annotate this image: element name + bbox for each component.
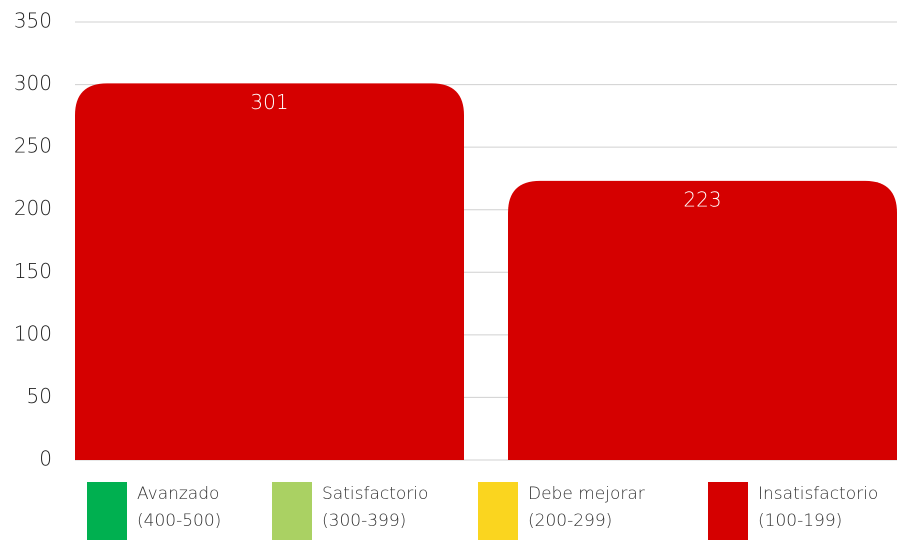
legend-swatch: [272, 482, 312, 540]
legend-name: Avanzado: [137, 484, 219, 504]
y-tick-label: 0: [39, 447, 52, 471]
y-tick-label: 150: [14, 259, 52, 283]
legend-name: Debe mejorar: [528, 484, 645, 504]
legend-range: (400-500): [137, 511, 221, 531]
legend-swatch: [87, 482, 127, 540]
value-label: 301: [250, 90, 288, 114]
y-tick-label: 350: [14, 9, 52, 33]
y-tick-label: 100: [14, 321, 52, 345]
value-label: 223: [683, 187, 721, 211]
y-tick-label: 300: [14, 71, 52, 95]
bar: [75, 83, 464, 460]
legend-range: (200-299): [528, 511, 612, 531]
y-tick-label: 250: [14, 134, 52, 158]
legend-range: (300-399): [322, 511, 406, 531]
legend-name: Insatisfactorio: [758, 484, 878, 504]
y-tick-label: 200: [14, 196, 52, 220]
legend-name: Satisfactorio: [322, 484, 428, 504]
legend-swatch: [478, 482, 518, 540]
legend-range: (100-199): [758, 511, 842, 531]
bar: [508, 180, 897, 460]
y-tick-label: 50: [27, 384, 52, 408]
legend-swatch: [708, 482, 748, 540]
